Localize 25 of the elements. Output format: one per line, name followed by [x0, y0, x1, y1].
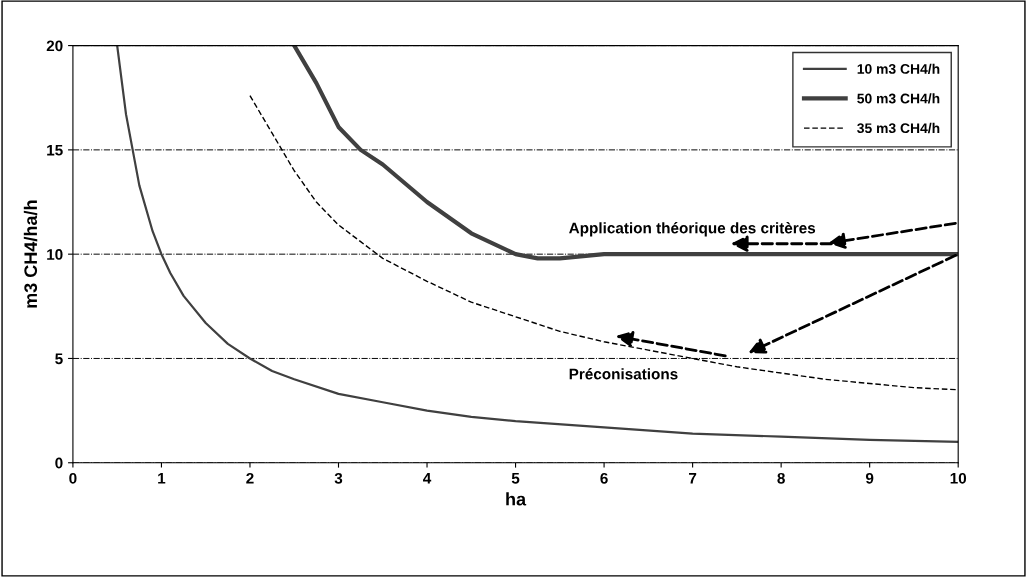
x-tick-label: 8 — [777, 472, 785, 484]
y-tick-label: 15 — [47, 144, 63, 156]
y-tick-label: 5 — [55, 353, 63, 365]
annotation: Application théorique des critères — [569, 222, 816, 237]
x-tick-label: 2 — [246, 472, 254, 484]
x-tick-label: 3 — [334, 472, 343, 484]
x-tick-label: 10 — [950, 472, 967, 484]
x-tick-label: 7 — [689, 473, 697, 484]
x-tick-label: 4 — [423, 473, 432, 484]
x-tick-label: 6 — [600, 472, 608, 484]
x-axis-title: ha — [506, 492, 527, 506]
legend-label: 10 m3 CH4/h — [857, 63, 940, 74]
annotation: Préconisations — [569, 368, 678, 380]
line-series — [116, 45, 959, 444]
y-tick-label: 10 — [47, 249, 63, 260]
y-tick-label: 0 — [55, 457, 63, 469]
x-tick-label: 9 — [865, 472, 874, 484]
x-tick-label: 0 — [69, 472, 77, 484]
x-tick-label: 1 — [158, 473, 166, 484]
y-axis-title: m3 CH4/ha/h — [23, 200, 38, 308]
legend-label: 35 m3 CH4/h — [857, 122, 940, 134]
x-tick-label: 5 — [511, 473, 520, 484]
line-series — [292, 45, 959, 261]
legend-label: 50 m3 CH4/h — [857, 93, 940, 104]
y-tick-label: 20 — [46, 40, 63, 52]
